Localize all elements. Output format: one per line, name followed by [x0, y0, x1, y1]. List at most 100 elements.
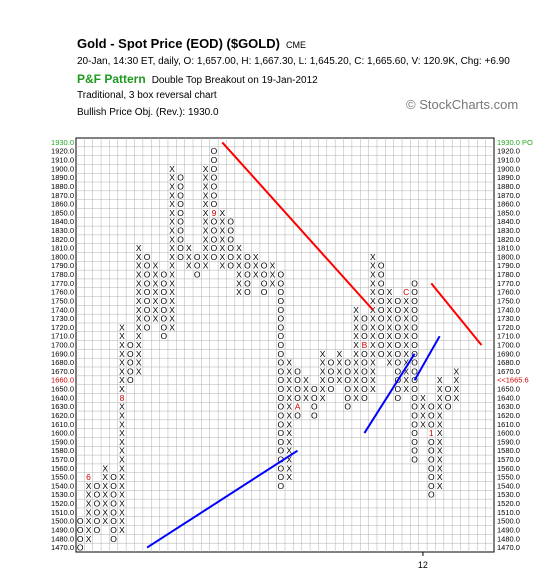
x-box: X — [153, 287, 159, 297]
y-tick-label-left: 1930.0 — [51, 138, 74, 147]
y-tick-label-right: 1490.0 — [497, 525, 520, 534]
y-tick-label-right: 1680.0 — [497, 358, 520, 367]
o-box: O — [411, 305, 418, 315]
x-box: X — [119, 384, 125, 394]
x-box: X — [153, 270, 159, 280]
y-tick-label-right: 1620.0 — [497, 411, 520, 420]
o-box: O — [311, 402, 318, 412]
x-box: X — [169, 305, 175, 315]
x-box: X — [169, 199, 175, 209]
o-box: O — [278, 384, 285, 394]
o-box: O — [278, 402, 285, 412]
x-box: X — [437, 446, 443, 456]
o-box: O — [361, 314, 368, 324]
o-box: O — [411, 358, 418, 368]
o-box: O — [344, 384, 351, 394]
x-box: X — [320, 366, 326, 376]
o-box: O — [160, 296, 167, 306]
x-box: X — [370, 375, 376, 385]
y-tick-label-right: 1640.0 — [497, 393, 520, 402]
x-box: X — [403, 322, 409, 332]
o-box: O — [144, 314, 151, 324]
x-box: X — [119, 525, 125, 535]
x-box: X — [153, 314, 159, 324]
x-box: X — [387, 305, 393, 315]
x-box: X — [136, 340, 142, 350]
o-box: O — [344, 393, 351, 403]
x-box: X — [353, 349, 359, 359]
x-box: X — [370, 358, 376, 368]
o-box: O — [211, 243, 218, 253]
o-box: O — [110, 507, 117, 517]
o-box: O — [177, 199, 184, 209]
o-box: O — [211, 190, 218, 200]
x-box: X — [186, 243, 192, 253]
x-box: X — [203, 181, 209, 191]
o-box: O — [395, 305, 402, 315]
o-box: O — [278, 314, 285, 324]
x-box: X — [403, 305, 409, 315]
o-box: O — [378, 270, 385, 280]
o-box: O — [160, 314, 167, 324]
x-box: X — [454, 375, 460, 385]
y-tick-label-left: 1800.0 — [51, 252, 74, 261]
x-box: X — [86, 481, 92, 491]
y-tick-label-left: 1670.0 — [51, 367, 74, 376]
y-tick-label-right: 1750.0 — [497, 296, 520, 305]
x-box: X — [437, 375, 443, 385]
o-box: O — [94, 507, 101, 517]
x-box: X — [169, 278, 175, 288]
y-tick-label-right: 1920.0 — [497, 147, 520, 156]
y-tick-label-left: 1790.0 — [51, 261, 74, 270]
o-box: O — [411, 349, 418, 359]
y-tick-label-right: 1690.0 — [497, 349, 520, 358]
y-tick-label-right: 1630.0 — [497, 402, 520, 411]
o-box: O — [77, 525, 84, 535]
x-box: X — [286, 393, 292, 403]
o-box: O — [110, 490, 117, 500]
o-box: O — [361, 375, 368, 385]
x-box: X — [437, 419, 443, 429]
o-box: O — [211, 225, 218, 235]
y-tick-label-right: 1770.0 — [497, 279, 520, 288]
o-box: O — [261, 287, 268, 297]
x-box: X — [403, 366, 409, 376]
o-box: O — [211, 199, 218, 209]
y-tick-label-right: 1580.0 — [497, 446, 520, 455]
x-box: X — [136, 331, 142, 341]
y-tick-label-left: 1570.0 — [51, 455, 74, 464]
x-box: X — [370, 314, 376, 324]
x-box: X — [169, 225, 175, 235]
x-box: X — [119, 331, 125, 341]
pattern-line: P&F Pattern Double Top Breakout on 19-Jan… — [77, 72, 318, 86]
o-box: O — [77, 543, 84, 553]
o-box: O — [278, 287, 285, 297]
y-tick-label-left: 1730.0 — [51, 314, 74, 323]
x-box: X — [353, 331, 359, 341]
x-box: X — [286, 472, 292, 482]
y-tick-label-left: 1880.0 — [51, 182, 74, 191]
o-box: O — [110, 534, 117, 544]
x-box: X — [203, 261, 209, 271]
x-box: X — [387, 358, 393, 368]
o-box: O — [411, 402, 418, 412]
x-box: X — [286, 384, 292, 394]
y-tick-label-right: 1600.0 — [497, 429, 520, 438]
o-box: O — [395, 314, 402, 324]
o-box: O — [94, 481, 101, 491]
o-box: O — [160, 278, 167, 288]
x-box: X — [86, 490, 92, 500]
o-box: O — [278, 358, 285, 368]
y-tick-label-left: 1660.0 — [51, 376, 74, 385]
o-box: O — [227, 243, 234, 253]
o-box: O — [344, 358, 351, 368]
support-line — [413, 335, 441, 381]
x-box: X — [169, 173, 175, 183]
o-box: O — [194, 270, 201, 280]
x-box: X — [219, 208, 225, 218]
y-tick-label-left: 1710.0 — [51, 332, 74, 341]
o-box: O — [361, 358, 368, 368]
x-box: X — [119, 463, 125, 473]
x-box: X — [203, 234, 209, 244]
